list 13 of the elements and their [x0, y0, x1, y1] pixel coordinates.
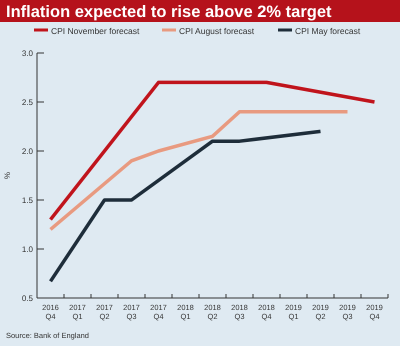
legend-label: CPI May forecast: [295, 26, 361, 36]
legend-label: CPI August forecast: [179, 26, 255, 36]
y-tick-label: 2.5: [22, 98, 34, 107]
legend-label: CPI November forecast: [51, 26, 140, 36]
y-tick-label: 0.5: [22, 294, 34, 303]
line-series: [48, 110, 350, 232]
line-series: [48, 130, 322, 284]
y-axis-title: %: [3, 172, 12, 180]
chart-title: Inflation expected to rise above 2% target: [6, 3, 332, 21]
y-tick-label: 1.5: [22, 196, 34, 205]
y-tick-label: 2.0: [22, 147, 34, 156]
y-tick-label: 3.0: [22, 49, 34, 58]
y-tick-label: 1.0: [22, 245, 34, 254]
